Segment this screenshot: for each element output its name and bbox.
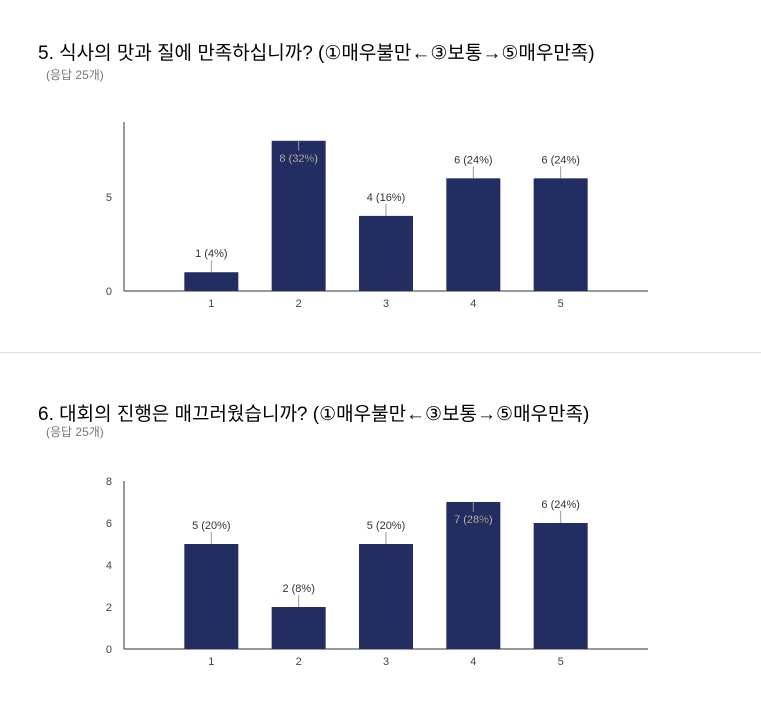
question-6-bar-chart: 0 2 4 6 8 1 5 (20%) 2 2 (8%) 3 5 (20%) 4 7 (28%) 5 6 (… [106,476,648,668]
y-tick-label: 0 [106,644,112,656]
bar [446,178,501,291]
bar [271,140,326,291]
question-6-response-count: (응답 25개) [46,425,104,439]
data-label: 1 (4%) [195,248,227,260]
y-tick-label: 4 [106,560,112,572]
data-label: 6 (24%) [541,499,580,511]
bar [271,607,326,649]
question-6-title: 6. 대회의 진행은 매끄러웠습니까? (①매우불만←③보통→⑤매우만족) [38,404,590,425]
y-tick-label: 8 [106,476,112,488]
question-5-title: 5. 식사의 맛과 질에 만족하십니까? (①매우불만←③보통→⑤매우만족) [38,43,595,64]
data-label: 2 (8%) [282,583,314,595]
data-label: 5 (20%) [367,520,406,532]
y-tick-label: 5 [106,192,112,204]
bar [533,523,588,649]
data-label: 6 (24%) [541,154,580,166]
y-tick-label: 2 [106,602,112,614]
x-tick-label: 1 [208,656,214,668]
x-tick-label: 4 [470,298,476,310]
question-5-response-count: (응답 25개) [46,68,104,82]
data-label: 6 (24%) [454,154,493,166]
data-label: 7 (28%) [454,514,493,526]
bar [359,215,413,291]
y-tick-label: 0 [106,286,112,298]
x-tick-label: 3 [383,656,389,668]
x-tick-label: 3 [383,298,389,310]
x-tick-label: 5 [558,298,564,310]
section-divider [0,352,761,353]
bar [184,272,239,291]
data-label: 8 (32%) [279,153,318,165]
y-tick-label: 6 [106,518,112,530]
data-label: 4 (16%) [367,192,406,204]
question-5-bar-chart: 0 5 1 1 (4%) 2 8 (32%) 3 4 (16%) 4 6 (24%) 5 6 (24%… [106,122,648,310]
data-label: 5 (20%) [192,520,231,532]
x-tick-label: 2 [296,656,302,668]
x-tick-label: 2 [296,298,302,310]
bar [446,502,501,649]
bar [533,178,588,291]
bar [184,544,239,649]
bar [359,544,413,649]
x-tick-label: 5 [558,656,564,668]
x-tick-label: 4 [470,656,476,668]
x-tick-label: 1 [208,298,214,310]
